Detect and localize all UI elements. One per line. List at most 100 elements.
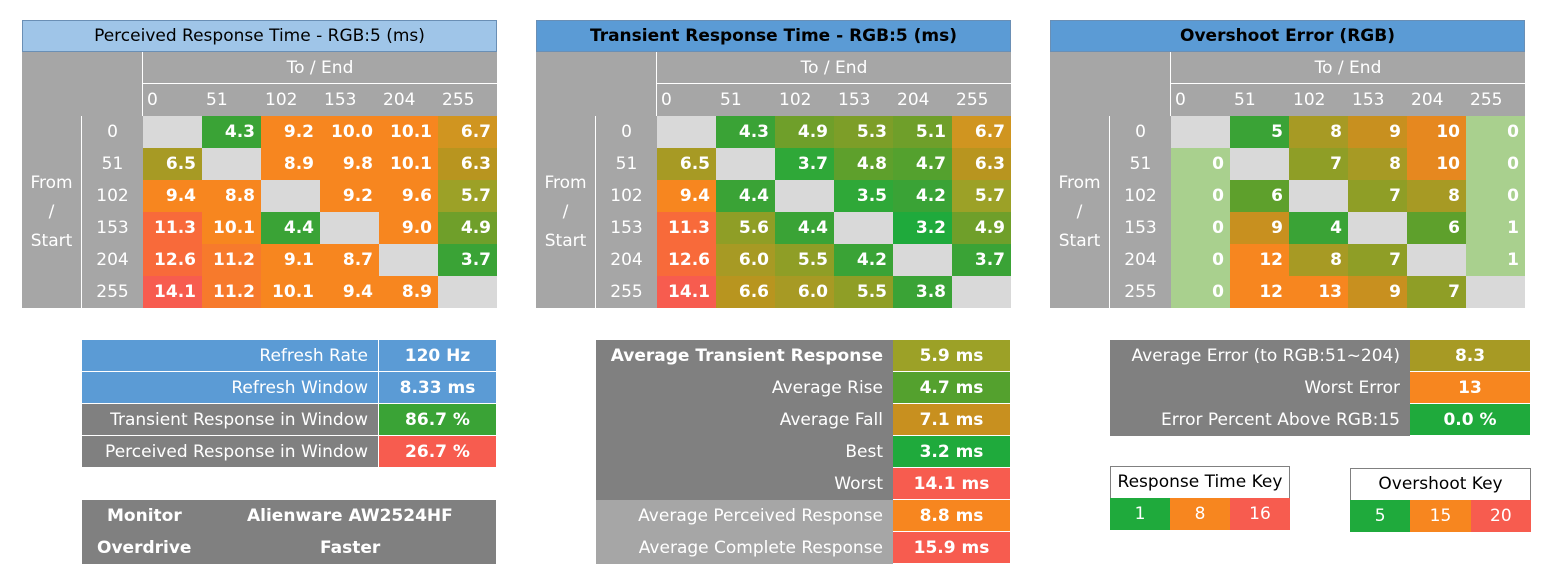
matrix-cell: 4.4 — [261, 212, 320, 244]
from-start-start: Start — [30, 230, 73, 251]
matrix-cell: 8 — [1407, 180, 1466, 212]
to-end-label: To / End — [1171, 52, 1525, 84]
matrix-cell: 0 — [1466, 180, 1525, 212]
from-start-from: From — [544, 172, 587, 193]
matrix-cell: 6.3 — [952, 148, 1011, 180]
matrix-cell: 3.7 — [775, 148, 834, 180]
transient-summary-label: Best — [596, 436, 893, 468]
matrix-cell: 12 — [1230, 244, 1289, 276]
to-end-label: To / End — [657, 52, 1011, 84]
matrix-cell: 1 — [1466, 244, 1525, 276]
matrix-cell: 0 — [1466, 116, 1525, 148]
matrix-cell: 9.6 — [379, 180, 438, 212]
matrix-cell: 4.3 — [716, 116, 775, 148]
column-header: 255 — [952, 84, 1011, 116]
transient-summary-value: 14.1 ms — [893, 468, 1010, 500]
matrix-cell — [379, 244, 438, 276]
table-title: Perceived Response Time - RGB:5 (ms) — [22, 20, 497, 52]
error-summary-label: Average Error (to RGB:51~204) — [1110, 340, 1410, 372]
matrix-cell: 7 — [1348, 244, 1407, 276]
matrix-cell: 4.9 — [952, 212, 1011, 244]
from-start-label: From / Start — [22, 116, 82, 308]
transient-summary-label: Average Complete Response — [596, 532, 893, 564]
matrix-cell: 9.1 — [261, 244, 320, 276]
monitor-overdrive-label: Overdrive — [97, 538, 192, 558]
from-start-label: From / Start — [1050, 116, 1110, 308]
monitor-info-box — [82, 500, 496, 564]
matrix-cell: 11.2 — [202, 244, 261, 276]
matrix-cell: 10.1 — [379, 116, 438, 148]
matrix-cell: 5.1 — [893, 116, 952, 148]
matrix-cell: 14.1 — [143, 276, 202, 308]
matrix-cell: 0 — [1466, 148, 1525, 180]
matrix-cell — [261, 180, 320, 212]
response-time-key-swatch: 8 — [1170, 498, 1230, 530]
from-start-from: From — [1058, 172, 1101, 193]
matrix-cell — [1348, 212, 1407, 244]
row-header: 153 — [596, 212, 657, 244]
refresh-row-label: Transient Response in Window — [82, 404, 378, 436]
from-start-start: Start — [1058, 230, 1101, 251]
row-header: 0 — [82, 116, 143, 148]
matrix-cell: 10.1 — [202, 212, 261, 244]
refresh-row-value: 8.33 ms — [378, 372, 496, 404]
matrix-cell: 7 — [1348, 180, 1407, 212]
header-corner — [536, 52, 657, 116]
refresh-row-label: Refresh Rate — [82, 340, 378, 372]
transient-summary-value: 7.1 ms — [893, 404, 1010, 436]
matrix-cell: 3.7 — [438, 244, 497, 276]
matrix-cell: 3.7 — [952, 244, 1011, 276]
monitor-monitor-value: Alienware AW2524HF — [247, 506, 453, 526]
matrix-cell: 6 — [1230, 180, 1289, 212]
matrix-cell: 6.5 — [657, 148, 716, 180]
header-corner — [1050, 52, 1171, 116]
from-start-label: From / Start — [536, 116, 596, 308]
column-header: 102 — [1289, 84, 1348, 116]
matrix-cell: 5.7 — [438, 180, 497, 212]
matrix-cell: 5.5 — [775, 244, 834, 276]
monitor-overdrive-value: Faster — [320, 538, 381, 558]
matrix-cell — [143, 116, 202, 148]
row-header: 255 — [596, 276, 657, 308]
matrix-cell: 9 — [1230, 212, 1289, 244]
matrix-cell: 8 — [1348, 148, 1407, 180]
matrix-cell: 10 — [1407, 148, 1466, 180]
matrix-cell: 7 — [1289, 148, 1348, 180]
matrix-cell: 6.3 — [438, 148, 497, 180]
column-header: 153 — [834, 84, 893, 116]
matrix-cell — [893, 244, 952, 276]
column-header: 204 — [379, 84, 438, 116]
matrix-cell: 9.4 — [657, 180, 716, 212]
error-summary-label: Error Percent Above RGB:15 — [1110, 404, 1410, 436]
table-title: Transient Response Time - RGB:5 (ms) — [536, 20, 1011, 52]
matrix-cell: 3.5 — [834, 180, 893, 212]
column-header: 102 — [775, 84, 834, 116]
column-header: 51 — [202, 84, 261, 116]
matrix-cell — [202, 148, 261, 180]
matrix-cell — [438, 276, 497, 308]
matrix-cell — [657, 116, 716, 148]
matrix-cell: 9 — [1348, 116, 1407, 148]
from-start-from: From — [30, 172, 73, 193]
transient-summary-value: 8.8 ms — [893, 500, 1010, 532]
matrix-cell: 8 — [1289, 244, 1348, 276]
matrix-cell: 4.9 — [438, 212, 497, 244]
matrix-cell: 8.9 — [379, 276, 438, 308]
from-start-slash: / — [1076, 201, 1083, 222]
transient-summary-value: 3.2 ms — [893, 436, 1010, 468]
column-header: 153 — [1348, 84, 1407, 116]
transient-summary-label: Average Rise — [596, 372, 893, 404]
column-header: 51 — [716, 84, 775, 116]
to-end-label: To / End — [143, 52, 497, 84]
matrix-cell: 4.2 — [893, 180, 952, 212]
transient-summary-value: 15.9 ms — [893, 532, 1010, 564]
matrix-cell: 6.0 — [775, 276, 834, 308]
matrix-cell: 11.2 — [202, 276, 261, 308]
row-header: 102 — [1110, 180, 1171, 212]
matrix-cell: 4.7 — [893, 148, 952, 180]
matrix-cell: 5.5 — [834, 276, 893, 308]
refresh-row-value: 26.7 % — [378, 436, 496, 468]
row-header: 204 — [596, 244, 657, 276]
matrix-cell: 0 — [1171, 244, 1230, 276]
row-header: 0 — [596, 116, 657, 148]
